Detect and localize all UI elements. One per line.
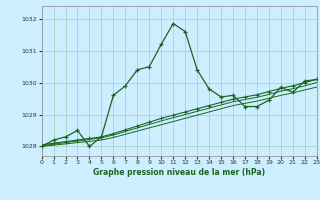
X-axis label: Graphe pression niveau de la mer (hPa): Graphe pression niveau de la mer (hPa) [93, 168, 265, 177]
